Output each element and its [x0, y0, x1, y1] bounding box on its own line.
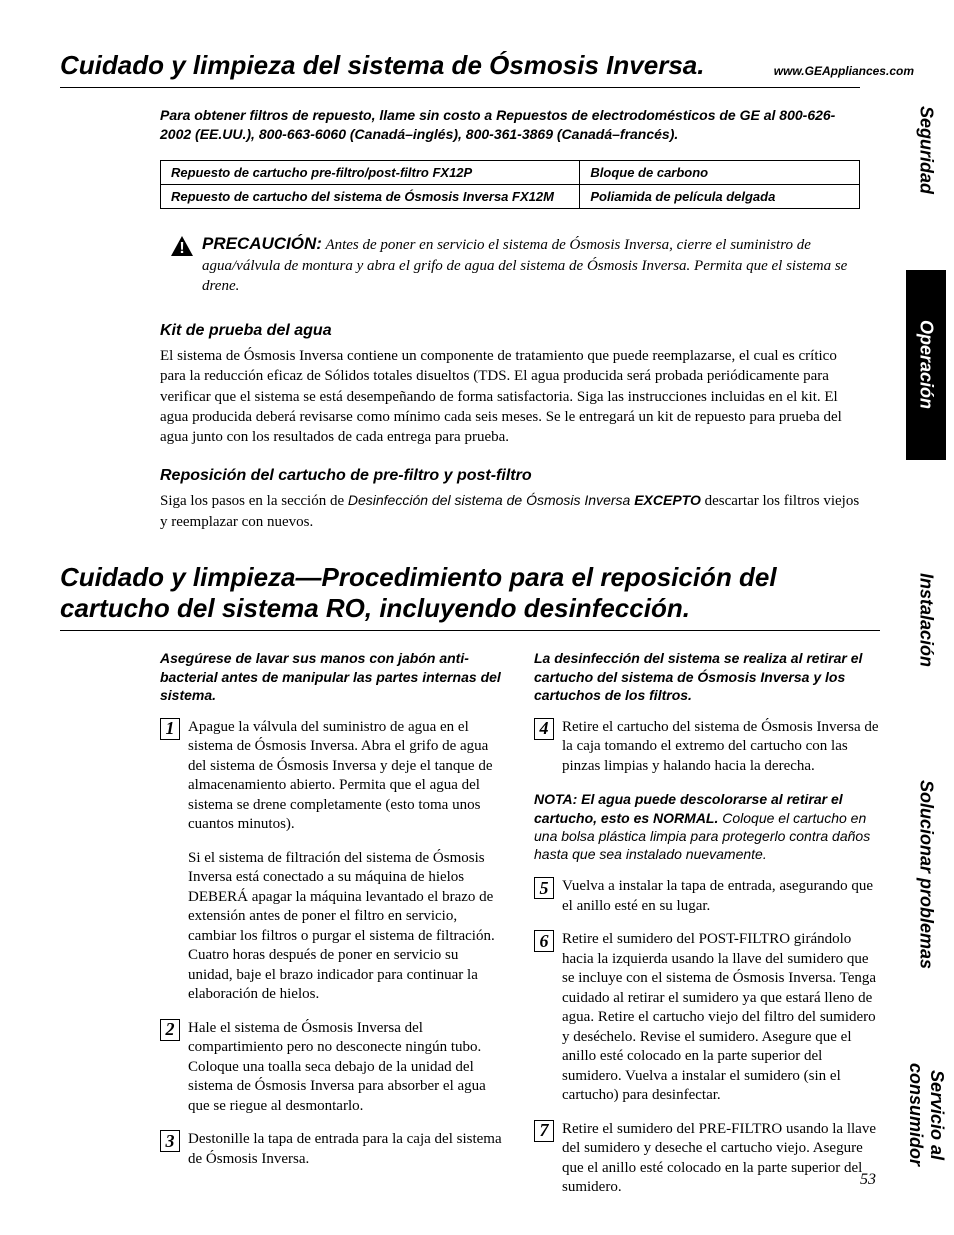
table-row: Repuesto de cartucho pre-filtro/post-fil…: [161, 160, 860, 184]
page-title: Cuidado y limpieza del sistema de Ósmosi…: [60, 50, 704, 80]
step-text: Retire el cartucho del sistema de Ósmosi…: [562, 718, 880, 777]
repo-heading: Reposición del cartucho de pre-filtro y …: [160, 467, 860, 485]
step-6: 6 Retire el sumidero del POST-FILTRO gir…: [534, 930, 880, 1106]
right-column: La desinfección del sistema se realiza a…: [534, 649, 880, 1211]
step-number-icon: 7: [534, 1120, 554, 1142]
step-3: 3 Destonille la tapa de entrada para la …: [160, 1130, 506, 1169]
caution-label: PRECAUCIÓN:: [202, 234, 322, 253]
step-text: Retire el sumidero del POST-FILTRO girán…: [562, 930, 880, 1106]
right-intro: La desinfección del sistema se realiza a…: [534, 649, 880, 704]
caution-block: ! PRECAUCIÓN: Antes de poner en servicio…: [170, 233, 860, 296]
step-5: 5 Vuelva a instalar la tapa de entrada, …: [534, 877, 880, 916]
tab-seguridad[interactable]: Seguridad: [906, 80, 946, 220]
svg-text:!: !: [179, 240, 184, 257]
cell: Repuesto de cartucho pre-filtro/post-fil…: [161, 160, 580, 184]
title-rule: [60, 87, 860, 88]
caution-text: PRECAUCIÓN: Antes de poner en servicio e…: [202, 233, 860, 296]
step-1: 1 Apague la válvula del suministro de ag…: [160, 718, 506, 835]
cell: Repuesto de cartucho del sistema de Ósmo…: [161, 184, 580, 208]
warning-icon: !: [170, 235, 194, 257]
tab-solucionar[interactable]: Solucionar problemas: [906, 755, 946, 995]
procedure-title: Cuidado y limpieza—Procedimiento para el…: [60, 562, 880, 624]
kit-heading: Kit de prueba del agua: [160, 322, 860, 340]
page-number: 53: [860, 1171, 876, 1189]
step-text: Vuelva a instalar la tapa de entrada, as…: [562, 877, 880, 916]
step-text: Retire el sumidero del PRE-FILTRO usando…: [562, 1120, 880, 1198]
header-row: Cuidado y limpieza del sistema de Ósmosi…: [60, 50, 914, 81]
cell: Bloque de carbono: [580, 160, 860, 184]
intro-paragraph: Para obtener filtros de repuesto, llame …: [160, 106, 860, 144]
step-number-icon: 6: [534, 930, 554, 952]
kit-body: El sistema de Ósmosis Inversa contiene u…: [160, 346, 860, 447]
step-number-icon: 2: [160, 1019, 180, 1041]
step-4: 4 Retire el cartucho del sistema de Ósmo…: [534, 718, 880, 777]
website-url: www.GEAppliances.com: [774, 64, 914, 78]
step-number-icon: 4: [534, 718, 554, 740]
sidebar-tabs: Seguridad Operación Instalación Solucion…: [894, 0, 954, 1235]
step-text: Destonille la tapa de entrada para la ca…: [188, 1130, 506, 1169]
step-text: Apague la válvula del suministro de agua…: [188, 718, 506, 835]
tab-operacion[interactable]: Operación: [906, 270, 946, 460]
repo-body: Siga los pasos en la sección de Desinfec…: [160, 491, 860, 532]
left-intro: Asegúrese de lavar sus manos con jabón a…: [160, 649, 506, 704]
step-number-icon: 1: [160, 718, 180, 740]
step-7: 7 Retire el sumidero del PRE-FILTRO usan…: [534, 1120, 880, 1198]
two-column-steps: Asegúrese de lavar sus manos con jabón a…: [160, 649, 880, 1211]
parts-table: Repuesto de cartucho pre-filtro/post-fil…: [160, 160, 860, 209]
note-paragraph: NOTA: El agua puede descolorarse al reti…: [534, 790, 880, 863]
step-1-continue: Si el sistema de filtración del sistema …: [188, 849, 506, 1005]
title-rule-2: [60, 630, 880, 631]
step-number-icon: 3: [160, 1130, 180, 1152]
tab-servicio[interactable]: Servicio al consumidor: [906, 1000, 946, 1230]
step-text: Hale el sistema de Ósmosis Inversa del c…: [188, 1019, 506, 1117]
cell: Poliamida de película delgada: [580, 184, 860, 208]
step-number-icon: 5: [534, 877, 554, 899]
table-row: Repuesto de cartucho del sistema de Ósmo…: [161, 184, 860, 208]
step-2: 2 Hale el sistema de Ósmosis Inversa del…: [160, 1019, 506, 1117]
content-block: Para obtener filtros de repuesto, llame …: [160, 106, 860, 532]
tab-instalacion[interactable]: Instalación: [906, 545, 946, 695]
left-column: Asegúrese de lavar sus manos con jabón a…: [160, 649, 506, 1211]
